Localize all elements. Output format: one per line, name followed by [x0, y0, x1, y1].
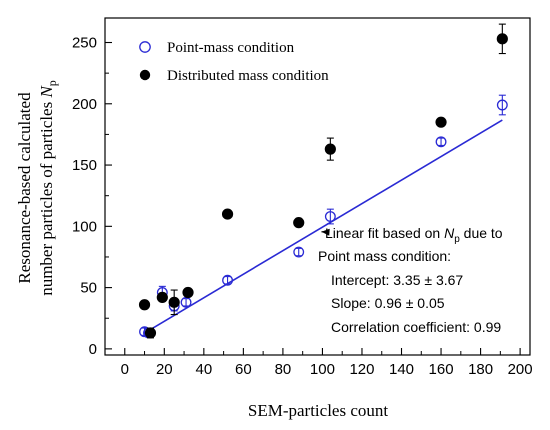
- fit-annotation: Linear fit based on Np due to Point mass…: [318, 225, 503, 335]
- y-axis-title: Resonance-based calculated number partic…: [15, 80, 59, 296]
- point-distributed-mass-7: [324, 143, 336, 155]
- y-tick-label-250: 250: [72, 35, 97, 52]
- legend-label-point-mass: Point-mass condition: [167, 40, 295, 56]
- x-tick-label-180: 180: [468, 361, 493, 378]
- point-distributed-mass-3: [168, 296, 180, 308]
- linear-fit-line: [144, 119, 503, 334]
- y-tick-label-50: 50: [80, 280, 97, 297]
- point-point-mass-7: [324, 211, 336, 222]
- point-distributed-mass-2: [156, 291, 168, 304]
- point-point-mass-9: [496, 99, 508, 111]
- data-points: [138, 23, 508, 339]
- x-tick-label-40: 40: [195, 361, 212, 378]
- legend-marker-distributed-mass: [139, 69, 151, 81]
- annotation-line-1: Linear fit based on Np due to: [325, 225, 503, 245]
- point-distributed-mass-4: [182, 286, 194, 299]
- x-tick-label-0: 0: [121, 361, 129, 378]
- point-distributed-mass-6: [293, 217, 305, 229]
- annotation-line-4: Slope: 0.96 ± 0.05: [331, 295, 445, 311]
- x-tick-label-80: 80: [275, 361, 292, 378]
- point-distributed-mass-5: [221, 208, 234, 220]
- plot-frame: [104, 17, 531, 356]
- x-axis-title: SEM-particles count: [248, 401, 388, 420]
- y-axis-title-line-1: Resonance-based calculated: [15, 92, 34, 284]
- x-tick-label-140: 140: [389, 361, 414, 378]
- x-tick-label-20: 20: [156, 361, 173, 378]
- annotation-arrowhead: [321, 228, 330, 236]
- legend-marker-point-mass: [139, 41, 151, 53]
- x-tick-label-120: 120: [349, 361, 374, 378]
- y-tick-label-0: 0: [89, 341, 97, 358]
- y-tick-label-100: 100: [72, 218, 97, 235]
- annotation-line-2: Point mass condition:: [318, 248, 451, 264]
- y-tick-label-150: 150: [72, 157, 97, 174]
- point-point-mass-8: [435, 136, 447, 148]
- point-distributed-mass-8: [435, 116, 447, 128]
- y-axis-title-line-2: number particles of particles Np: [37, 80, 59, 296]
- legend: Point-mass condition Distributed mass co…: [139, 40, 329, 84]
- point-distributed-mass-1: [144, 327, 157, 339]
- annotation-line-3: Intercept: 3.35 ± 3.67: [331, 272, 463, 288]
- annotation-line-5: Correlation coefficient: 0.99: [331, 319, 501, 335]
- x-tick-label-60: 60: [235, 361, 252, 378]
- x-tick-label-160: 160: [429, 361, 454, 378]
- point-distributed-mass-9: [496, 33, 508, 45]
- point-point-mass-4: [180, 296, 192, 308]
- x-tick-label-100: 100: [310, 361, 335, 378]
- y-tick-label-200: 200: [72, 96, 97, 113]
- point-point-mass-6: [293, 246, 305, 258]
- fit-line-group: [144, 119, 503, 334]
- point-distributed-mass-0: [138, 299, 151, 311]
- legend-label-distributed-mass: Distributed mass condition: [167, 68, 329, 84]
- x-tick-label-200: 200: [508, 361, 533, 378]
- axes: 0 20 40 60 80 100 120 140 160 180 200 0 50 100 150 200 2…: [72, 35, 533, 378]
- point-point-mass-5: [222, 274, 234, 286]
